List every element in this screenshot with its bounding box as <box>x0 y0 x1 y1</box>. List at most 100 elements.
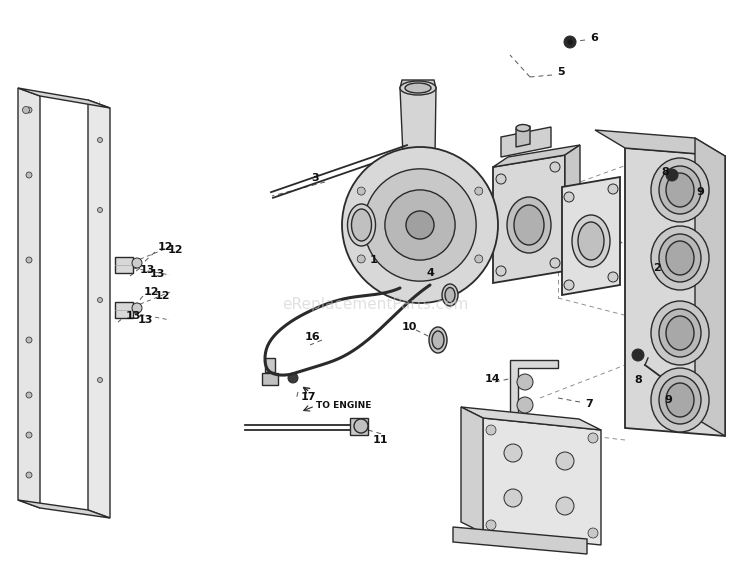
Text: 13: 13 <box>125 311 141 321</box>
Circle shape <box>564 192 574 202</box>
Circle shape <box>132 258 142 268</box>
Circle shape <box>98 208 103 212</box>
Text: 8: 8 <box>662 167 669 177</box>
Circle shape <box>564 280 574 290</box>
Circle shape <box>26 257 32 263</box>
Polygon shape <box>18 88 40 508</box>
Circle shape <box>556 452 574 470</box>
Text: eReplacementParts.com: eReplacementParts.com <box>282 298 468 313</box>
Polygon shape <box>461 407 483 533</box>
Text: 1: 1 <box>370 255 378 265</box>
Polygon shape <box>461 407 601 430</box>
Ellipse shape <box>666 241 694 275</box>
Text: 12: 12 <box>167 245 183 255</box>
Ellipse shape <box>659 309 701 357</box>
Circle shape <box>288 373 298 383</box>
Circle shape <box>567 39 573 45</box>
Text: 12: 12 <box>143 287 159 297</box>
Text: 2: 2 <box>653 263 661 273</box>
Polygon shape <box>510 360 558 425</box>
Circle shape <box>26 107 32 113</box>
Circle shape <box>364 169 476 281</box>
Ellipse shape <box>442 284 458 306</box>
Text: 4: 4 <box>426 268 434 278</box>
Text: 5: 5 <box>557 67 565 77</box>
Circle shape <box>26 432 32 438</box>
Text: 3: 3 <box>311 173 319 183</box>
Ellipse shape <box>445 288 455 303</box>
Ellipse shape <box>659 166 701 214</box>
Circle shape <box>98 378 103 382</box>
Ellipse shape <box>651 158 709 222</box>
Circle shape <box>385 190 455 260</box>
Text: 13: 13 <box>140 265 154 275</box>
Polygon shape <box>516 126 530 147</box>
Text: 8: 8 <box>634 375 642 385</box>
Circle shape <box>342 147 498 303</box>
Polygon shape <box>501 127 551 157</box>
Circle shape <box>496 266 506 276</box>
Text: 6: 6 <box>590 33 598 43</box>
Ellipse shape <box>347 204 376 246</box>
Polygon shape <box>265 358 275 372</box>
Text: 9: 9 <box>696 187 704 197</box>
Circle shape <box>22 107 29 114</box>
Circle shape <box>564 36 576 48</box>
Circle shape <box>517 397 533 413</box>
Polygon shape <box>262 373 278 385</box>
Circle shape <box>26 172 32 178</box>
Circle shape <box>517 374 533 390</box>
Text: 11: 11 <box>372 435 388 445</box>
Ellipse shape <box>651 368 709 432</box>
Circle shape <box>666 169 678 181</box>
Circle shape <box>26 472 32 478</box>
Circle shape <box>504 444 522 462</box>
Text: 10: 10 <box>401 322 417 332</box>
Ellipse shape <box>400 81 436 95</box>
Ellipse shape <box>651 226 709 290</box>
Circle shape <box>26 337 32 343</box>
Circle shape <box>608 272 618 282</box>
Ellipse shape <box>507 197 551 253</box>
Circle shape <box>588 528 598 538</box>
Polygon shape <box>18 88 110 108</box>
Polygon shape <box>115 257 133 273</box>
Polygon shape <box>625 148 725 436</box>
Circle shape <box>26 392 32 398</box>
Ellipse shape <box>405 83 431 93</box>
Polygon shape <box>565 145 580 271</box>
Ellipse shape <box>572 215 610 267</box>
Polygon shape <box>115 302 133 318</box>
Polygon shape <box>493 145 580 167</box>
Ellipse shape <box>514 205 544 245</box>
Ellipse shape <box>666 316 694 350</box>
Polygon shape <box>400 80 436 88</box>
Circle shape <box>486 425 496 435</box>
Polygon shape <box>562 177 620 295</box>
Circle shape <box>496 174 506 184</box>
Ellipse shape <box>429 327 447 353</box>
Circle shape <box>354 419 368 433</box>
Circle shape <box>588 433 598 443</box>
Circle shape <box>132 303 142 313</box>
Circle shape <box>632 349 644 361</box>
Ellipse shape <box>352 209 371 241</box>
Circle shape <box>357 187 365 195</box>
Ellipse shape <box>666 173 694 207</box>
Polygon shape <box>350 418 368 435</box>
Polygon shape <box>595 130 725 156</box>
Circle shape <box>550 162 560 172</box>
Circle shape <box>406 211 434 239</box>
Text: 13: 13 <box>149 269 165 279</box>
Polygon shape <box>695 138 725 436</box>
Text: 7: 7 <box>585 399 592 409</box>
Circle shape <box>98 298 103 303</box>
Text: 12: 12 <box>154 291 170 301</box>
Ellipse shape <box>659 234 701 282</box>
Text: 13: 13 <box>137 315 153 325</box>
Circle shape <box>486 520 496 530</box>
Circle shape <box>475 255 483 263</box>
Ellipse shape <box>578 222 604 260</box>
Polygon shape <box>88 100 110 518</box>
Circle shape <box>475 187 483 195</box>
